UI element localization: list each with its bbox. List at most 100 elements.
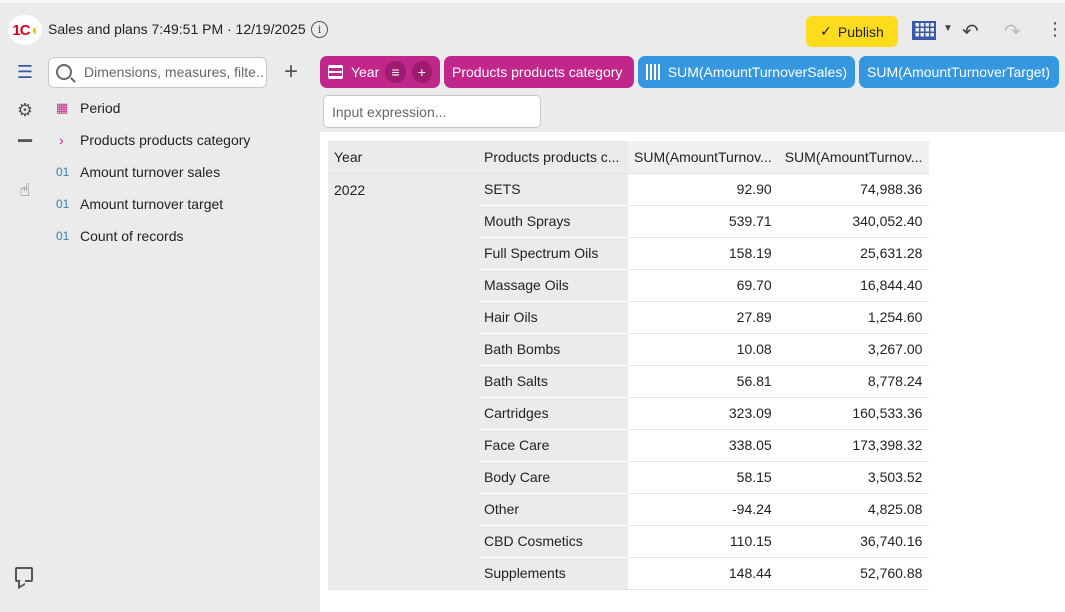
cell-sales: 27.89 <box>628 300 779 333</box>
table-row: Cartridges 323.09 160,533.36 <box>328 396 930 429</box>
sort-icon[interactable]: ≡ <box>385 61 406 83</box>
table-row: 2022 SETS 92.90 74,988.36 <box>328 173 929 589</box>
cell-target: 3,267.00 <box>778 332 930 365</box>
cell-target: 340,052.40 <box>778 204 930 237</box>
publish-button[interactable]: ✓ Publish <box>806 16 898 47</box>
table-row: Body Care 58.15 3,503.52 <box>328 460 930 493</box>
column-header-target[interactable]: SUM(AmountTurnov... <box>778 141 930 174</box>
cell-category: Bath Salts <box>478 364 628 397</box>
expression-box[interactable] <box>323 95 541 128</box>
cell-target: 16,844.40 <box>778 268 930 301</box>
pivot-table: Year Products products c... SUM(AmountTu… <box>328 141 930 590</box>
cell-category: Full Spectrum Oils <box>478 236 628 269</box>
comments-icon[interactable] <box>15 567 33 582</box>
cell-category: Mouth Sprays <box>478 204 628 237</box>
cell-category: Other <box>478 492 628 525</box>
cell-sales: 56.81 <box>628 364 779 397</box>
cell-sales: 338.05 <box>628 428 779 461</box>
cell-category: Body Care <box>478 460 628 493</box>
cell-category: Cartridges <box>478 396 628 429</box>
cell-target: 25,631.28 <box>778 236 930 269</box>
cell-target: 36,740.16 <box>778 524 930 557</box>
cell-sales: 69.70 <box>628 268 779 301</box>
cell-target: 74,988.36 <box>860 181 923 197</box>
more-options-icon[interactable]: ⋮ <box>1046 19 1064 39</box>
cell-sales: 110.15 <box>628 524 779 557</box>
interaction-hand-icon[interactable]: ☝ <box>19 180 31 200</box>
search-input[interactable] <box>84 64 264 80</box>
pill-year[interactable]: Year ≡ + <box>320 56 440 88</box>
cell-sales: 10.08 <box>628 332 779 365</box>
cell-target: 4,825.08 <box>778 492 930 525</box>
page-title: Sales and plans 7:49:51 PM · 12/19/2025 <box>48 21 306 37</box>
paint-roller-icon[interactable]: ▔ <box>18 140 32 160</box>
settings-sliders-icon[interactable]: ⚙ <box>16 100 34 120</box>
cell-sales: 92.90 <box>736 181 772 197</box>
columns-icon <box>646 64 660 80</box>
cell-sales: -94.24 <box>628 492 779 525</box>
table-view-icon[interactable] <box>912 21 936 40</box>
cell-category: Face Care <box>478 428 628 461</box>
cell-sales: 58.15 <box>628 460 779 493</box>
table-row: Full Spectrum Oils 158.19 25,631.28 <box>328 236 930 269</box>
field-products-category[interactable]: › Products products category <box>56 129 250 151</box>
info-icon[interactable]: i <box>311 21 328 38</box>
pill-products-category[interactable]: Products products category <box>444 56 634 88</box>
field-period[interactable]: ▦ Period <box>56 100 121 116</box>
field-amount-turnover-sales[interactable]: 01 Amount turnover sales <box>56 164 221 180</box>
cell-sales: 539.71 <box>628 204 779 237</box>
table-row: Other -94.24 4,825.08 <box>328 492 930 525</box>
left-rail: ☰ ⚙ ▔ ☝ <box>0 56 48 612</box>
table-row: Mouth Sprays 539.71 340,052.40 <box>328 204 930 237</box>
cell-target: 52,760.88 <box>778 556 930 589</box>
cell-sales: 323.09 <box>628 396 779 429</box>
pill-sum-sales[interactable]: SUM(AmountTurnoverSales) <box>638 56 855 88</box>
table-row: Hair Oils 27.89 1,254.60 <box>328 300 930 333</box>
fields-list-icon[interactable]: ☰ <box>16 62 34 82</box>
table-row: CBD Cosmetics 110.15 36,740.16 <box>328 524 930 557</box>
field-count-of-records[interactable]: 01 Count of records <box>56 228 184 244</box>
cell-target: 3,503.52 <box>778 460 930 493</box>
column-header-year[interactable]: Year <box>328 141 478 174</box>
chevron-right-icon[interactable]: › <box>59 132 64 148</box>
expression-input[interactable] <box>332 104 532 120</box>
measure-tag: 01 <box>56 229 70 243</box>
table-row: Bath Bombs 10.08 3,267.00 <box>328 332 930 365</box>
check-icon: ✓ <box>820 23 832 39</box>
redo-icon[interactable]: ↷ <box>1004 21 1021 43</box>
cell-sales: 148.44 <box>628 556 779 589</box>
undo-icon[interactable]: ↶ <box>962 21 979 43</box>
cell-category: Hair Oils <box>478 300 628 333</box>
chevron-down-icon[interactable]: ▼ <box>943 23 953 34</box>
measure-tag: 01 <box>56 165 70 179</box>
cell-sales: 158.19 <box>628 236 779 269</box>
column-header-category[interactable]: Products products c... <box>478 141 628 174</box>
add-field-button[interactable]: + <box>284 58 299 85</box>
cell-category: Bath Bombs <box>478 332 628 365</box>
app-logo: 1C ◖ <box>8 15 42 45</box>
cell-category: CBD Cosmetics <box>478 524 628 557</box>
table-header-row: Year Products products c... SUM(AmountTu… <box>328 141 930 174</box>
add-icon[interactable]: + <box>411 61 433 83</box>
cell-year: 2022 <box>328 173 478 589</box>
table-row: Supplements 148.44 52,760.88 <box>328 556 930 589</box>
cell-target: 8,778.24 <box>778 364 930 397</box>
pivot-canvas: Year Products products c... SUM(AmountTu… <box>320 132 1065 612</box>
cell-category: Massage Oils <box>478 268 628 301</box>
rows-icon <box>328 65 343 79</box>
field-amount-turnover-target[interactable]: 01 Amount turnover target <box>56 196 224 212</box>
pill-sum-target[interactable]: SUM(AmountTurnoverTarget) <box>859 56 1059 88</box>
table-row: Face Care 338.05 173,398.32 <box>328 428 930 461</box>
column-header-sales[interactable]: SUM(AmountTurnov... <box>628 141 779 174</box>
publish-label: Publish <box>837 23 884 40</box>
table-row: Bath Salts 56.81 8,778.24 <box>328 364 930 397</box>
cell-category: Supplements <box>478 556 628 589</box>
cell-target: 173,398.32 <box>778 428 930 461</box>
table-row: Massage Oils 69.70 16,844.40 <box>328 268 930 301</box>
cell-category: SETS <box>478 173 628 205</box>
app-header: 1C ◖ Sales and plans 7:49:51 PM · 12/19/2… <box>0 0 1065 56</box>
cell-target: 160,533.36 <box>778 396 930 429</box>
calendar-icon: ▦ <box>56 100 69 115</box>
fields-search[interactable] <box>48 57 267 88</box>
cell-target: 1,254.60 <box>778 300 930 333</box>
